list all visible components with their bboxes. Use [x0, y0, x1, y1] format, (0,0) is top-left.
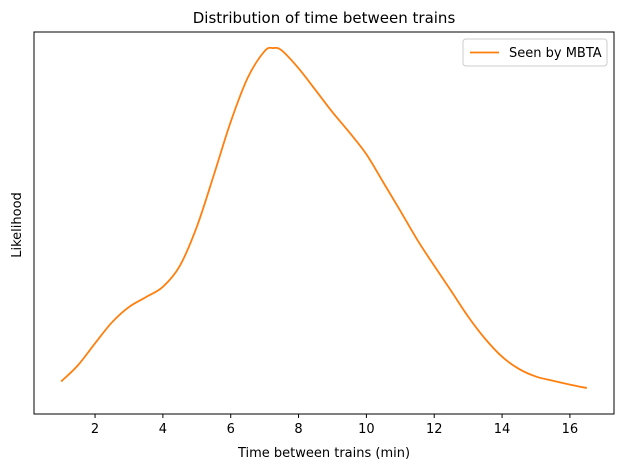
series-line-seen-by-mbta — [60, 46, 588, 389]
plot-frame — [33, 31, 615, 415]
legend: Seen by MBTA — [462, 38, 608, 67]
x-tick-label: 4 — [159, 422, 167, 437]
x-tick-label: 16 — [562, 422, 579, 437]
x-axis-label: Time between trains (min) — [237, 446, 410, 461]
x-tick-label: 2 — [91, 422, 99, 437]
x-tick-label: 6 — [227, 422, 235, 437]
legend-box — [462, 38, 608, 67]
x-tick-label: 12 — [426, 422, 443, 437]
x-tick-label: 14 — [494, 422, 511, 437]
plot-series — [60, 46, 588, 389]
y-axis-label: Likelihood — [10, 192, 25, 258]
legend-label-seen-by-mbta: Seen by MBTA — [509, 46, 602, 61]
x-tick-label: 10 — [358, 422, 375, 437]
x-tick-label: 8 — [294, 422, 302, 437]
x-ticks: 2 4 6 8 10 12 14 16 — [91, 414, 578, 437]
chart-title: Distribution of time between trains — [193, 9, 456, 27]
